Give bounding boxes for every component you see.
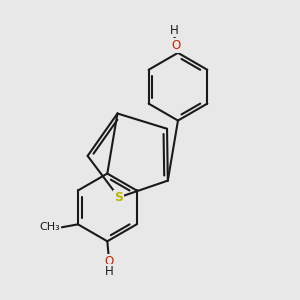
Text: S: S <box>114 191 123 204</box>
Text: O: O <box>104 254 113 268</box>
Text: CH₃: CH₃ <box>40 222 60 232</box>
Text: H: H <box>104 265 113 278</box>
Text: H: H <box>170 24 179 37</box>
Text: O: O <box>171 39 181 52</box>
